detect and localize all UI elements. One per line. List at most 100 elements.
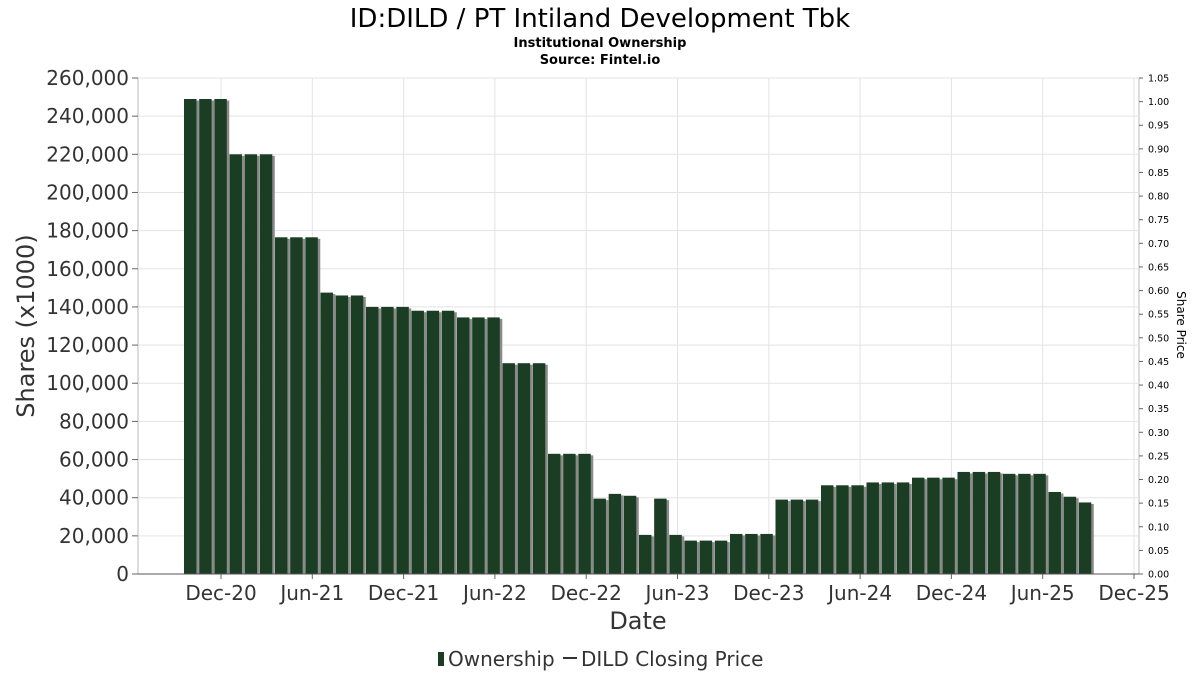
ownership-bar bbox=[578, 453, 591, 574]
ownership-bar bbox=[1048, 491, 1061, 574]
ownership-bar bbox=[335, 295, 349, 574]
ownership-bar bbox=[957, 471, 970, 574]
y-tick-label: 260,000 bbox=[46, 66, 129, 90]
x-tick-label: Jun-25 bbox=[1009, 581, 1075, 605]
ownership-bar bbox=[1033, 473, 1046, 574]
y2-tick-label: 0.10 bbox=[1148, 522, 1169, 533]
ownership-bar bbox=[441, 310, 455, 574]
ownership-bar bbox=[214, 98, 227, 574]
ownership-bar bbox=[714, 540, 728, 574]
ownership-bar bbox=[942, 477, 955, 574]
legend-ownership-label: Ownership bbox=[448, 647, 555, 671]
ownership-bar bbox=[639, 534, 652, 574]
y-axis-ticks: 0 20,000 40,000 60,000 80,000 100,000 120,000 1… bbox=[46, 66, 138, 586]
ownership-bar bbox=[548, 453, 561, 574]
ownership-bar bbox=[199, 98, 212, 574]
ownership-bar bbox=[866, 482, 879, 574]
ownership-bar bbox=[1078, 502, 1092, 574]
ownership-bar bbox=[805, 499, 819, 574]
legend-price-label: DILD Closing Price bbox=[581, 647, 763, 671]
ownership-bar bbox=[472, 317, 485, 574]
y-tick-label: 200,000 bbox=[46, 180, 129, 204]
ownership-bar bbox=[987, 471, 1001, 574]
y2-tick-label: 0.60 bbox=[1148, 286, 1169, 297]
y-tick-label: 120,000 bbox=[46, 333, 129, 357]
ownership-bar bbox=[790, 499, 804, 574]
ownership-bar bbox=[684, 540, 697, 574]
ownership-bar bbox=[972, 471, 986, 574]
ownership-bar bbox=[699, 540, 713, 574]
y2-tick-label: 1.05 bbox=[1148, 74, 1169, 85]
ownership-bars bbox=[184, 98, 1094, 575]
y2-tick-label: 0.65 bbox=[1148, 262, 1169, 273]
ownership-bar bbox=[593, 498, 606, 574]
ownership-bar bbox=[244, 154, 258, 575]
y2-axis-ticks: 0.00 0.05 0.10 0.15 0.20 0.25 0.30 0.35 0.40 0.45… bbox=[1139, 74, 1169, 581]
ownership-bar bbox=[184, 98, 197, 574]
ownership-bar bbox=[320, 292, 333, 574]
ownership-bar bbox=[487, 317, 500, 574]
ownership-bar bbox=[912, 477, 925, 574]
y-axis-title: Shares (x1000) bbox=[12, 234, 40, 417]
y-tick-label: 40,000 bbox=[59, 486, 129, 510]
y2-tick-label: 0.25 bbox=[1148, 451, 1169, 462]
ownership-bar bbox=[532, 363, 546, 574]
y2-tick-label: 0.30 bbox=[1148, 428, 1169, 439]
y-tick-label: 180,000 bbox=[46, 219, 129, 243]
ownership-bar bbox=[563, 453, 576, 574]
x-tick-label: Dec-20 bbox=[185, 581, 256, 605]
ownership-bar bbox=[396, 306, 409, 574]
ownership-bar bbox=[229, 154, 242, 575]
ownership-bar bbox=[1063, 496, 1077, 574]
y-tick-label: 100,000 bbox=[46, 371, 129, 395]
y2-tick-label: 0.55 bbox=[1148, 310, 1169, 321]
ownership-bar bbox=[745, 533, 758, 574]
chart-subtitle: Institutional Ownership bbox=[514, 36, 687, 51]
ownership-bar bbox=[654, 498, 667, 574]
ownership-bar bbox=[730, 533, 743, 574]
y-tick-label: 0 bbox=[116, 562, 129, 586]
chart-source: Source: Fintel.io bbox=[540, 53, 661, 68]
y2-tick-label: 0.95 bbox=[1148, 121, 1169, 132]
ownership-bar bbox=[927, 477, 940, 574]
ownership-bar bbox=[1018, 473, 1031, 574]
x-tick-label: Jun-22 bbox=[461, 581, 527, 605]
y2-tick-label: 1.00 bbox=[1148, 97, 1169, 108]
y2-tick-label: 0.80 bbox=[1148, 192, 1169, 203]
ownership-bar bbox=[350, 295, 364, 574]
legend-ownership-swatch bbox=[438, 652, 444, 666]
y2-tick-label: 0.35 bbox=[1148, 404, 1169, 415]
x-tick-label: Jun-23 bbox=[644, 581, 710, 605]
ownership-bar bbox=[259, 154, 273, 575]
ownership-bar bbox=[517, 363, 531, 574]
y2-tick-label: 0.05 bbox=[1148, 546, 1169, 557]
ownership-bar bbox=[821, 485, 834, 574]
ownership-bar bbox=[1003, 473, 1016, 574]
y2-tick-label: 0.70 bbox=[1148, 239, 1169, 250]
ownership-bar bbox=[502, 363, 515, 574]
y2-tick-label: 0.20 bbox=[1148, 475, 1169, 486]
y-tick-label: 220,000 bbox=[46, 142, 129, 166]
y-tick-label: 140,000 bbox=[46, 295, 129, 319]
x-axis-title: Date bbox=[609, 607, 666, 635]
ownership-bar bbox=[290, 237, 303, 575]
y2-tick-label: 0.40 bbox=[1148, 381, 1169, 392]
y2-axis-title: Share Price bbox=[1174, 291, 1188, 359]
ownership-bar bbox=[775, 499, 788, 574]
x-axis-ticks: Dec-20 Jun-21 Dec-21 Jun-22 Dec-22 Jun-23 Dec-… bbox=[185, 574, 1170, 605]
x-tick-label: Jun-21 bbox=[278, 581, 344, 605]
ownership-bar bbox=[881, 482, 895, 574]
x-tick-label: Dec-23 bbox=[733, 581, 804, 605]
ownership-bar bbox=[896, 482, 910, 574]
y2-tick-label: 0.90 bbox=[1148, 144, 1169, 155]
y-tick-label: 80,000 bbox=[59, 409, 129, 433]
y2-tick-label: 0.00 bbox=[1148, 570, 1169, 581]
y-tick-label: 240,000 bbox=[46, 104, 129, 128]
ownership-bar bbox=[623, 495, 637, 574]
ownership-bar bbox=[457, 317, 470, 574]
y2-tick-label: 0.15 bbox=[1148, 499, 1169, 510]
y2-tick-label: 0.75 bbox=[1148, 215, 1169, 226]
ownership-bar bbox=[426, 310, 440, 574]
legend: Ownership DILD Closing Price bbox=[438, 647, 763, 671]
